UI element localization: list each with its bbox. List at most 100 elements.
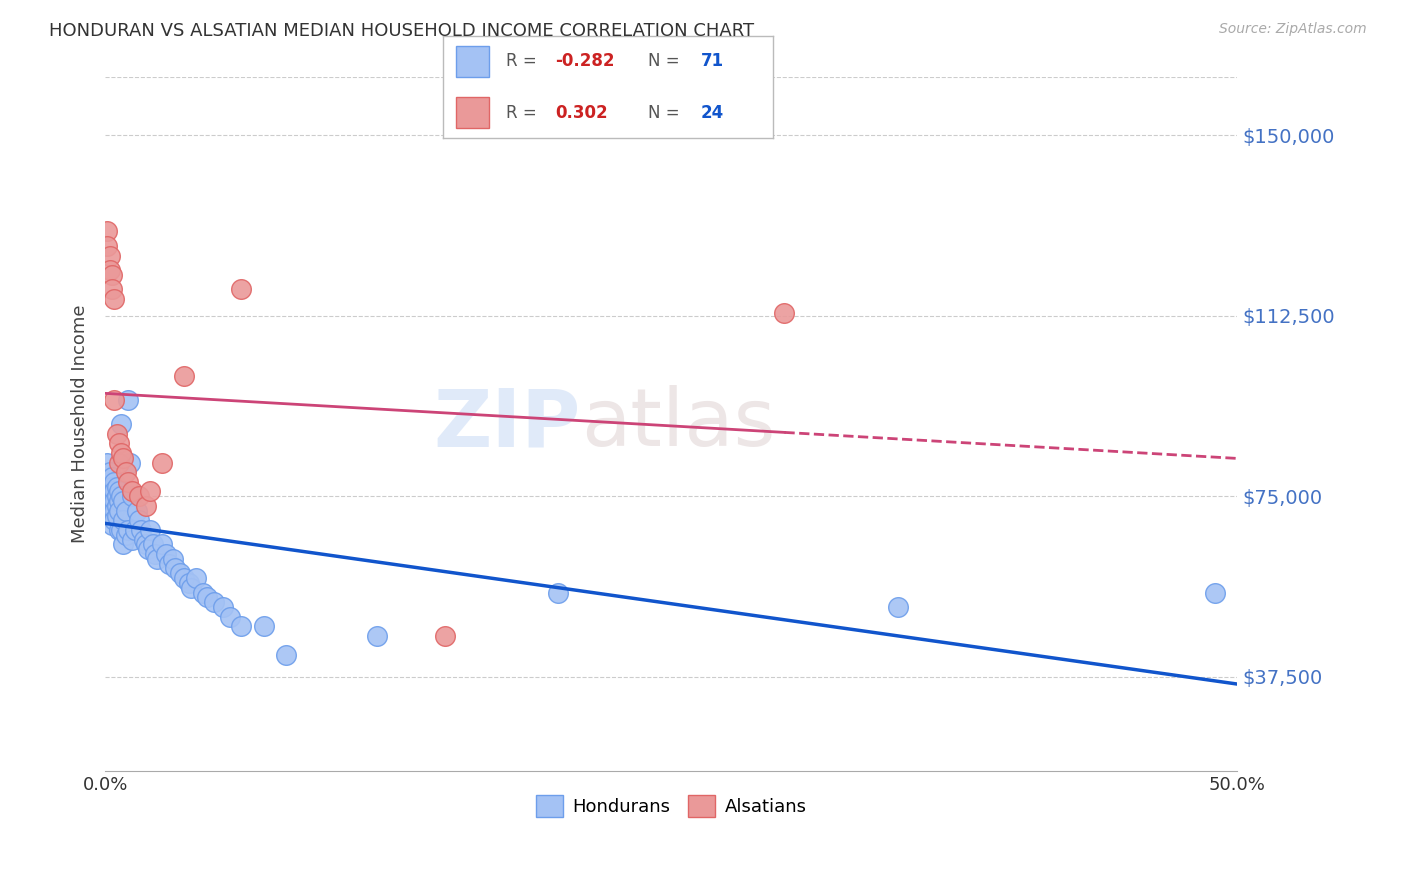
- Point: [98, 494, 121, 508]
- Point: [157, 557, 180, 571]
- Point: [121, 484, 143, 499]
- Point: [128, 513, 150, 527]
- Point: [107, 504, 129, 518]
- Point: [107, 436, 129, 450]
- Point: [96, 239, 118, 253]
- Point: [146, 552, 169, 566]
- Point: [98, 249, 121, 263]
- Point: [131, 523, 153, 537]
- Text: R =: R =: [506, 103, 547, 121]
- Point: [212, 600, 235, 615]
- Point: [103, 475, 125, 489]
- Text: ZIP: ZIP: [433, 385, 581, 463]
- Point: [107, 484, 129, 499]
- Point: [105, 480, 128, 494]
- FancyBboxPatch shape: [456, 46, 489, 77]
- Point: [191, 585, 214, 599]
- Text: Source: ZipAtlas.com: Source: ZipAtlas.com: [1219, 22, 1367, 37]
- Text: HONDURAN VS ALSATIAN MEDIAN HOUSEHOLD INCOME CORRELATION CHART: HONDURAN VS ALSATIAN MEDIAN HOUSEHOLD IN…: [49, 22, 755, 40]
- Point: [150, 456, 173, 470]
- Point: [110, 523, 132, 537]
- Point: [103, 494, 125, 508]
- Point: [177, 576, 200, 591]
- Point: [105, 508, 128, 523]
- Point: [98, 263, 121, 277]
- Point: [253, 619, 276, 633]
- Point: [162, 552, 184, 566]
- Point: [125, 504, 148, 518]
- Point: [112, 494, 135, 508]
- Point: [165, 561, 187, 575]
- Point: [120, 456, 142, 470]
- Point: [110, 417, 132, 431]
- Point: [121, 533, 143, 547]
- Text: atlas: atlas: [581, 385, 775, 463]
- Point: [114, 528, 136, 542]
- Point: [139, 484, 162, 499]
- Point: [96, 225, 118, 239]
- Point: [110, 489, 132, 503]
- Y-axis label: Median Household Income: Median Household Income: [72, 305, 89, 543]
- Point: [112, 513, 135, 527]
- Point: [101, 268, 124, 282]
- Point: [105, 499, 128, 513]
- Point: [96, 475, 118, 489]
- Point: [1204, 585, 1226, 599]
- Point: [180, 581, 202, 595]
- Point: [114, 465, 136, 479]
- Point: [117, 392, 139, 407]
- Point: [101, 282, 124, 296]
- Point: [103, 392, 125, 407]
- Point: [773, 306, 796, 320]
- Point: [433, 629, 456, 643]
- Point: [128, 489, 150, 503]
- Point: [169, 566, 191, 581]
- Point: [103, 292, 125, 306]
- Point: [96, 489, 118, 503]
- Point: [229, 619, 252, 633]
- Point: [135, 537, 157, 551]
- Point: [202, 595, 225, 609]
- Point: [96, 456, 118, 470]
- Point: [105, 489, 128, 503]
- Text: N =: N =: [648, 53, 685, 70]
- Point: [112, 450, 135, 465]
- Point: [98, 465, 121, 479]
- Point: [547, 585, 569, 599]
- Point: [121, 489, 143, 503]
- Point: [132, 533, 155, 547]
- Point: [173, 368, 195, 383]
- FancyBboxPatch shape: [456, 97, 489, 128]
- Text: 24: 24: [700, 103, 724, 121]
- Point: [117, 475, 139, 489]
- Point: [110, 446, 132, 460]
- Point: [139, 523, 162, 537]
- Point: [143, 547, 166, 561]
- Text: 71: 71: [700, 53, 724, 70]
- Point: [101, 499, 124, 513]
- Point: [112, 537, 135, 551]
- Point: [195, 591, 218, 605]
- Text: R =: R =: [506, 53, 541, 70]
- Legend: Hondurans, Alsatians: Hondurans, Alsatians: [529, 788, 814, 824]
- Point: [107, 523, 129, 537]
- Point: [184, 571, 207, 585]
- Point: [101, 518, 124, 533]
- Text: -0.282: -0.282: [555, 53, 614, 70]
- Point: [135, 499, 157, 513]
- Point: [276, 648, 298, 662]
- Point: [229, 282, 252, 296]
- Point: [103, 484, 125, 499]
- Point: [173, 571, 195, 585]
- Point: [142, 537, 165, 551]
- Point: [366, 629, 388, 643]
- Text: 0.302: 0.302: [555, 103, 607, 121]
- Point: [107, 494, 129, 508]
- Point: [105, 426, 128, 441]
- Point: [101, 508, 124, 523]
- Point: [107, 456, 129, 470]
- Text: N =: N =: [648, 103, 685, 121]
- Point: [218, 609, 240, 624]
- Point: [98, 504, 121, 518]
- Point: [124, 523, 146, 537]
